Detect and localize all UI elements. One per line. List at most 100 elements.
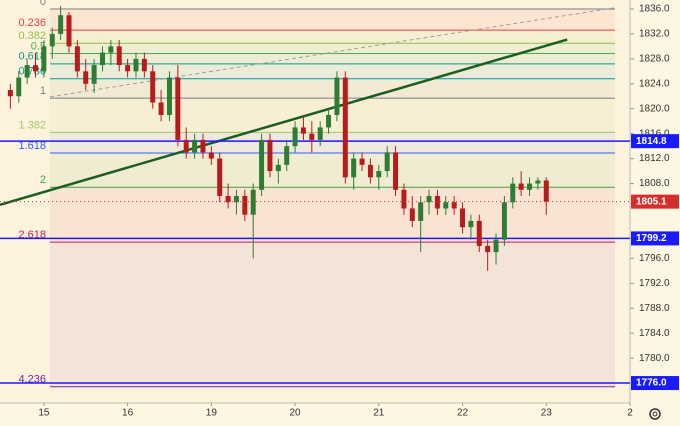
price-label: 1814.8 [636, 136, 667, 147]
y-tick-label: 1808.0 [639, 178, 670, 189]
fib-band [50, 53, 615, 64]
x-tick-label: 20 [290, 408, 302, 419]
candle-body [527, 183, 533, 190]
fib-label: 2 [40, 174, 46, 186]
candle-body [150, 71, 156, 103]
x-tick-label: 21 [373, 408, 385, 419]
y-tick-label: 1792.0 [639, 278, 670, 289]
candle-body [217, 158, 223, 197]
price-label-box [631, 134, 679, 149]
candle-body [451, 202, 457, 209]
fib-band [50, 187, 615, 243]
candle-body [367, 164, 373, 178]
x-tick-label: 23 [541, 408, 553, 419]
candle-body [300, 127, 306, 134]
candle-body [83, 71, 89, 84]
candle-body [233, 196, 239, 203]
candle-body [476, 220, 482, 246]
trend-line [0, 38, 568, 206]
trend-line [49, 7, 616, 98]
y-tick-label: 1796.0 [639, 253, 670, 264]
y-tick-label: 1836.0 [639, 4, 670, 15]
candle-body [535, 180, 541, 184]
y-tick-label: 1780.0 [639, 353, 670, 364]
candle-body [259, 139, 265, 190]
gear-center [652, 411, 658, 417]
time-axis [0, 403, 630, 426]
candle-body [426, 196, 432, 203]
x-tick-label: 22 [457, 408, 469, 419]
fib-label: 0 [40, 0, 46, 8]
candle-body [359, 158, 365, 165]
y-tick-label: 1820.0 [639, 103, 670, 114]
fib-label: 1.618 [18, 140, 46, 152]
y-tick-label: 1784.0 [639, 328, 670, 339]
price-label-box [631, 376, 679, 391]
y-tick-label: 1828.0 [639, 53, 670, 64]
candle-body [342, 77, 348, 178]
fib-band [50, 43, 615, 54]
candle-body [24, 65, 30, 78]
candle-body [275, 164, 281, 172]
candle-body [418, 202, 424, 221]
price-label: 1776.0 [636, 378, 667, 389]
fib-label: 0.382 [18, 30, 46, 42]
candle-body [133, 58, 139, 72]
y-tick-label: 1788.0 [639, 303, 670, 314]
x-tick-label: 15 [38, 408, 50, 419]
candle-body [158, 102, 164, 115]
candle-body [309, 133, 315, 140]
candle-body [317, 127, 323, 140]
candle-body [99, 52, 105, 66]
price-label: 1799.2 [636, 233, 667, 244]
candle-body [292, 127, 298, 147]
fib-label: 1 [40, 85, 46, 97]
candle-body [200, 139, 206, 153]
candle-body [409, 208, 415, 221]
candle-body [543, 180, 549, 202]
fib-label: 0.618 [18, 51, 46, 63]
candle-body [166, 77, 172, 115]
candle-body [141, 58, 147, 72]
x-tick-label: 16 [122, 408, 134, 419]
y-tick-label: 1816.0 [639, 128, 670, 139]
x-tick-label: 2 [627, 408, 633, 419]
candle-body [443, 202, 449, 209]
candle-body [58, 15, 64, 34]
candle-body [434, 196, 440, 209]
gear [649, 408, 661, 420]
candle-body [267, 139, 273, 172]
candle-body [225, 196, 231, 203]
fib-label: 0.236 [18, 17, 46, 29]
candle-body [351, 158, 357, 178]
candle-body [401, 189, 407, 209]
fib-band [50, 242, 615, 387]
candle-body [384, 152, 390, 172]
candle-body [518, 183, 524, 190]
price-axis [630, 0, 680, 426]
candle-body [242, 196, 248, 215]
candle-body [250, 189, 256, 215]
settings-icon[interactable] [649, 408, 661, 420]
fib-band [50, 78, 615, 99]
fib-band [50, 98, 615, 133]
y-tick-label: 1824.0 [639, 78, 670, 89]
candle-body [33, 65, 39, 72]
candle-body [334, 77, 340, 115]
candle-body [510, 183, 516, 203]
candle-body [74, 46, 80, 72]
candle-body [116, 46, 122, 66]
last-price-label: 1805.1 [636, 196, 667, 207]
candle-body [41, 46, 47, 72]
candle-body [501, 202, 507, 240]
fib-band [50, 30, 615, 44]
candle-body [493, 239, 499, 253]
candle-body [91, 65, 97, 84]
candle-body [175, 77, 181, 140]
fib-label: 2.618 [18, 229, 46, 241]
y-tick-label: 1832.0 [639, 29, 670, 40]
candle-body [460, 208, 466, 228]
last-price-box [631, 194, 679, 209]
fib-label: 4.236 [18, 374, 46, 386]
